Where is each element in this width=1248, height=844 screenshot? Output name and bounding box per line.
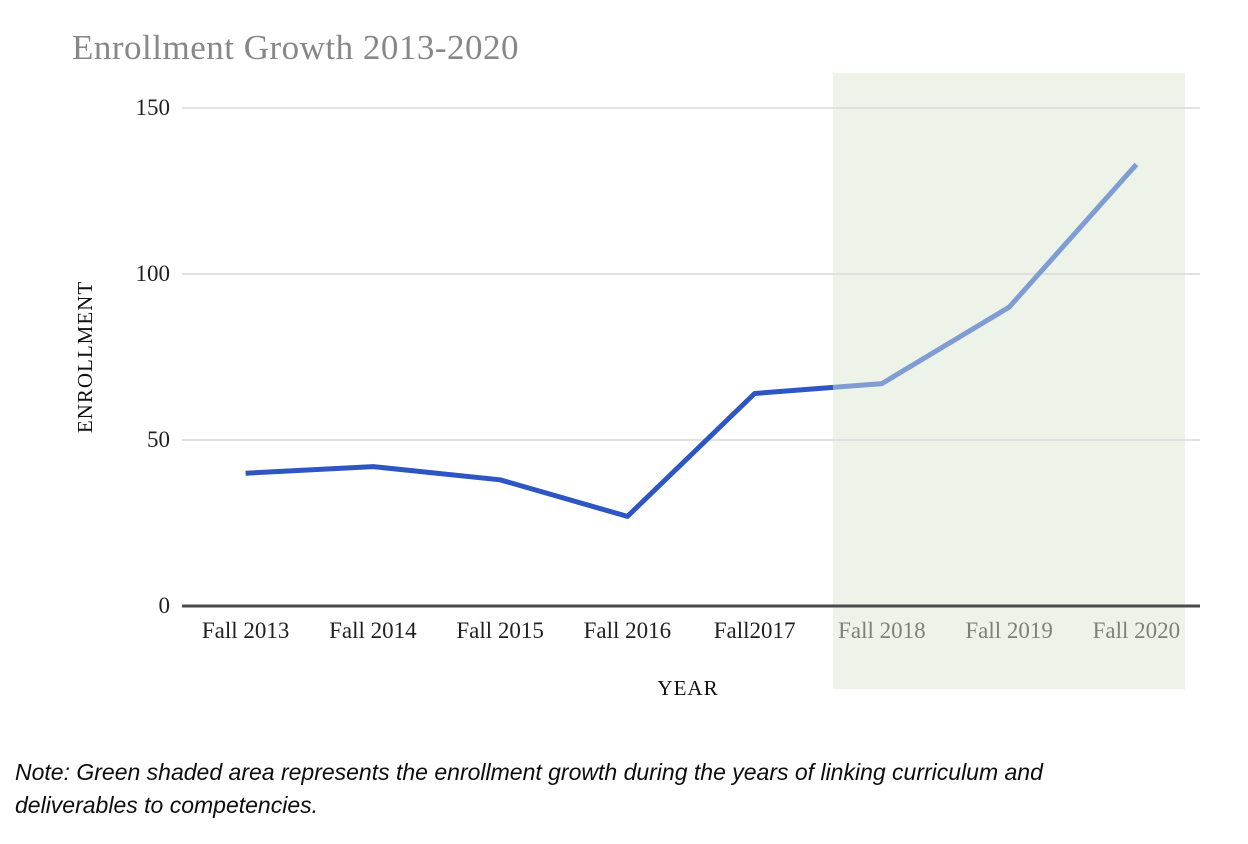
y-tick-label-150: 150: [135, 95, 171, 120]
x-tick-label-fall-2013: Fall 2013: [201, 618, 290, 643]
y-tick-label-100: 100: [135, 261, 171, 286]
x-tick-label-fall-2015: Fall 2015: [456, 618, 544, 643]
x-tick-label-fall-2019: Fall 2019: [965, 618, 1053, 643]
x-tick-label-fall-2018: Fall 2018: [838, 618, 926, 643]
chart-title: Enrollment Growth 2013-2020: [72, 28, 520, 67]
enrollment-line-main-segment: [245, 384, 834, 519]
x-tick-label-fall-2016: Fall 2016: [583, 618, 672, 643]
y-tick-label-50: 50: [147, 427, 170, 452]
y-tick-label-0: 0: [158, 593, 171, 618]
x-tick-label-fall2017: Fall2017: [713, 618, 796, 643]
y-axis-title: ENROLLMENT: [73, 280, 97, 434]
x-tick-label-fall-2014: Fall 2014: [329, 618, 417, 643]
enrollment-line-highlight-segment: [832, 162, 1139, 390]
x-axis-title: YEAR: [657, 676, 719, 700]
x-tick-label-fall-2020: Fall 2020: [1092, 618, 1181, 643]
footnote: Note: Green shaded area represents the e…: [15, 759, 1043, 818]
enrollment-line-chart: [182, 73, 1200, 689]
